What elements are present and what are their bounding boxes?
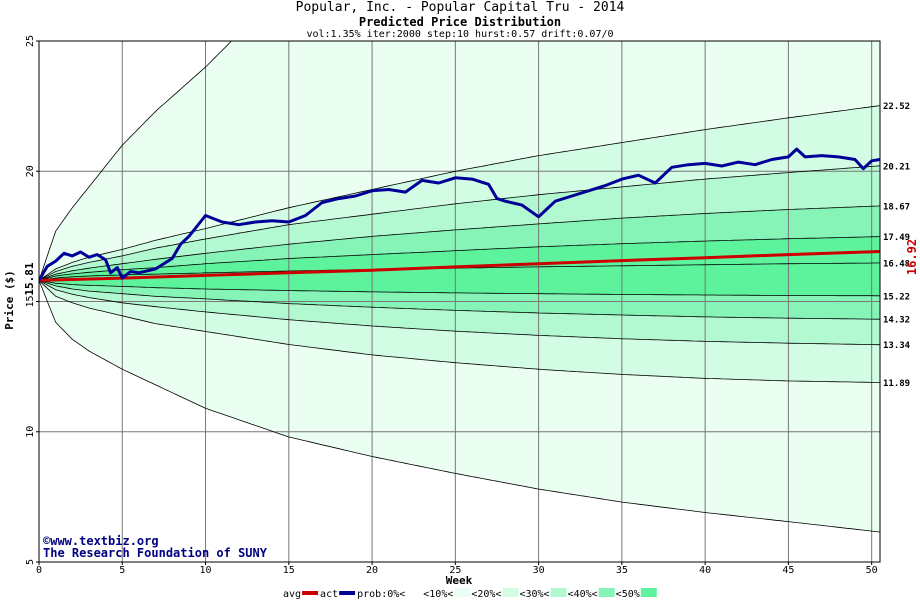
legend-label: act bbox=[320, 589, 338, 600]
x-tick-label: 35 bbox=[616, 565, 628, 576]
legend-color-swatch bbox=[454, 588, 471, 597]
legend-label: <50% bbox=[616, 589, 640, 600]
watermark-organization: The Research Foundation of SUNY bbox=[43, 546, 268, 560]
legend-label: avg bbox=[283, 589, 301, 600]
right-percentile-label: 14.32 bbox=[883, 316, 910, 326]
x-tick-label: 25 bbox=[449, 565, 461, 576]
legend-color-swatch bbox=[550, 588, 567, 597]
legend-color-swatch bbox=[598, 588, 615, 597]
legend-color-swatch bbox=[406, 588, 423, 597]
x-tick-label: 50 bbox=[866, 565, 878, 576]
percentile-line-upper-0 bbox=[39, 105, 880, 281]
legend-label: prob:0%< bbox=[357, 589, 405, 600]
percentile-line-outer-upper bbox=[39, 41, 233, 281]
y-axis-label: Price ($) bbox=[3, 270, 16, 330]
y-tick-label: 5 bbox=[25, 559, 36, 565]
x-tick-label: 40 bbox=[699, 565, 711, 576]
y-tick-label: 20 bbox=[25, 165, 36, 177]
legend-label: <40%< bbox=[568, 589, 598, 600]
legend-label: <10%< bbox=[423, 589, 453, 600]
y-tick-label: 25 bbox=[25, 35, 36, 47]
y-tick-label: 15 bbox=[25, 295, 36, 307]
start-price-label: 15.81 bbox=[23, 262, 36, 295]
legend-color-swatch bbox=[502, 588, 519, 597]
x-tick-label: 10 bbox=[200, 565, 212, 576]
y-tick-label: 10 bbox=[25, 426, 36, 438]
percentile-line-lower-2 bbox=[39, 280, 880, 346]
percentile-line-outer-lower bbox=[39, 280, 880, 533]
watermark: ©www.textbiz.org The Research Foundation… bbox=[43, 534, 268, 560]
actual-end-price-label: 16.92 bbox=[905, 239, 919, 275]
chart-params: vol:1.35% iter:2000 step:10 hurst:0.57 d… bbox=[306, 29, 613, 40]
legend-label: <20%< bbox=[471, 589, 501, 600]
right-percentile-label: 16.48 bbox=[883, 259, 910, 269]
legend-line-swatch bbox=[302, 591, 319, 595]
plot-area bbox=[39, 41, 880, 562]
chart-title: Popular, Inc. - Popular Capital Tru - 20… bbox=[296, 0, 625, 15]
right-percentile-label: 15.22 bbox=[883, 292, 910, 302]
percentile-line-lower-3 bbox=[39, 280, 880, 383]
legend-line-swatch bbox=[339, 591, 356, 595]
x-tick-label: 5 bbox=[119, 565, 125, 576]
percentile-line-upper-3 bbox=[39, 236, 880, 281]
right-percentile-label: 18.67 bbox=[883, 202, 910, 212]
plot-content bbox=[39, 41, 880, 562]
right-percentile-label: 20.21 bbox=[883, 162, 910, 172]
x-tick-label: 30 bbox=[533, 565, 545, 576]
x-axis-label: Week bbox=[446, 574, 473, 587]
x-tick-label: 0 bbox=[36, 565, 42, 576]
x-tick-label: 15 bbox=[283, 565, 295, 576]
watermark-copyright: ©www.textbiz.org bbox=[43, 534, 159, 548]
legend-label: <30%< bbox=[519, 589, 549, 600]
right-percentile-label: 22.52 bbox=[883, 102, 910, 112]
right-percentile-label: 17.49 bbox=[883, 233, 910, 243]
percentile-line-lower-0 bbox=[39, 280, 880, 297]
right-percentile-label: 11.89 bbox=[883, 379, 910, 389]
x-tick-label: 20 bbox=[366, 565, 378, 576]
x-tick-label: 45 bbox=[782, 565, 794, 576]
chart-subtitle: Predicted Price Distribution bbox=[359, 15, 561, 29]
legend: avg act prob:0%< <10%< <20%< <30%< <40%< <50% bbox=[283, 588, 657, 600]
legend-color-swatch bbox=[640, 588, 657, 597]
right-percentile-label: 13.34 bbox=[883, 341, 911, 351]
percentile-line-lower-1 bbox=[39, 280, 880, 320]
percentile-line-upper-2 bbox=[39, 205, 880, 281]
series-avg-line bbox=[39, 250, 880, 282]
series-act-line bbox=[39, 147, 880, 282]
